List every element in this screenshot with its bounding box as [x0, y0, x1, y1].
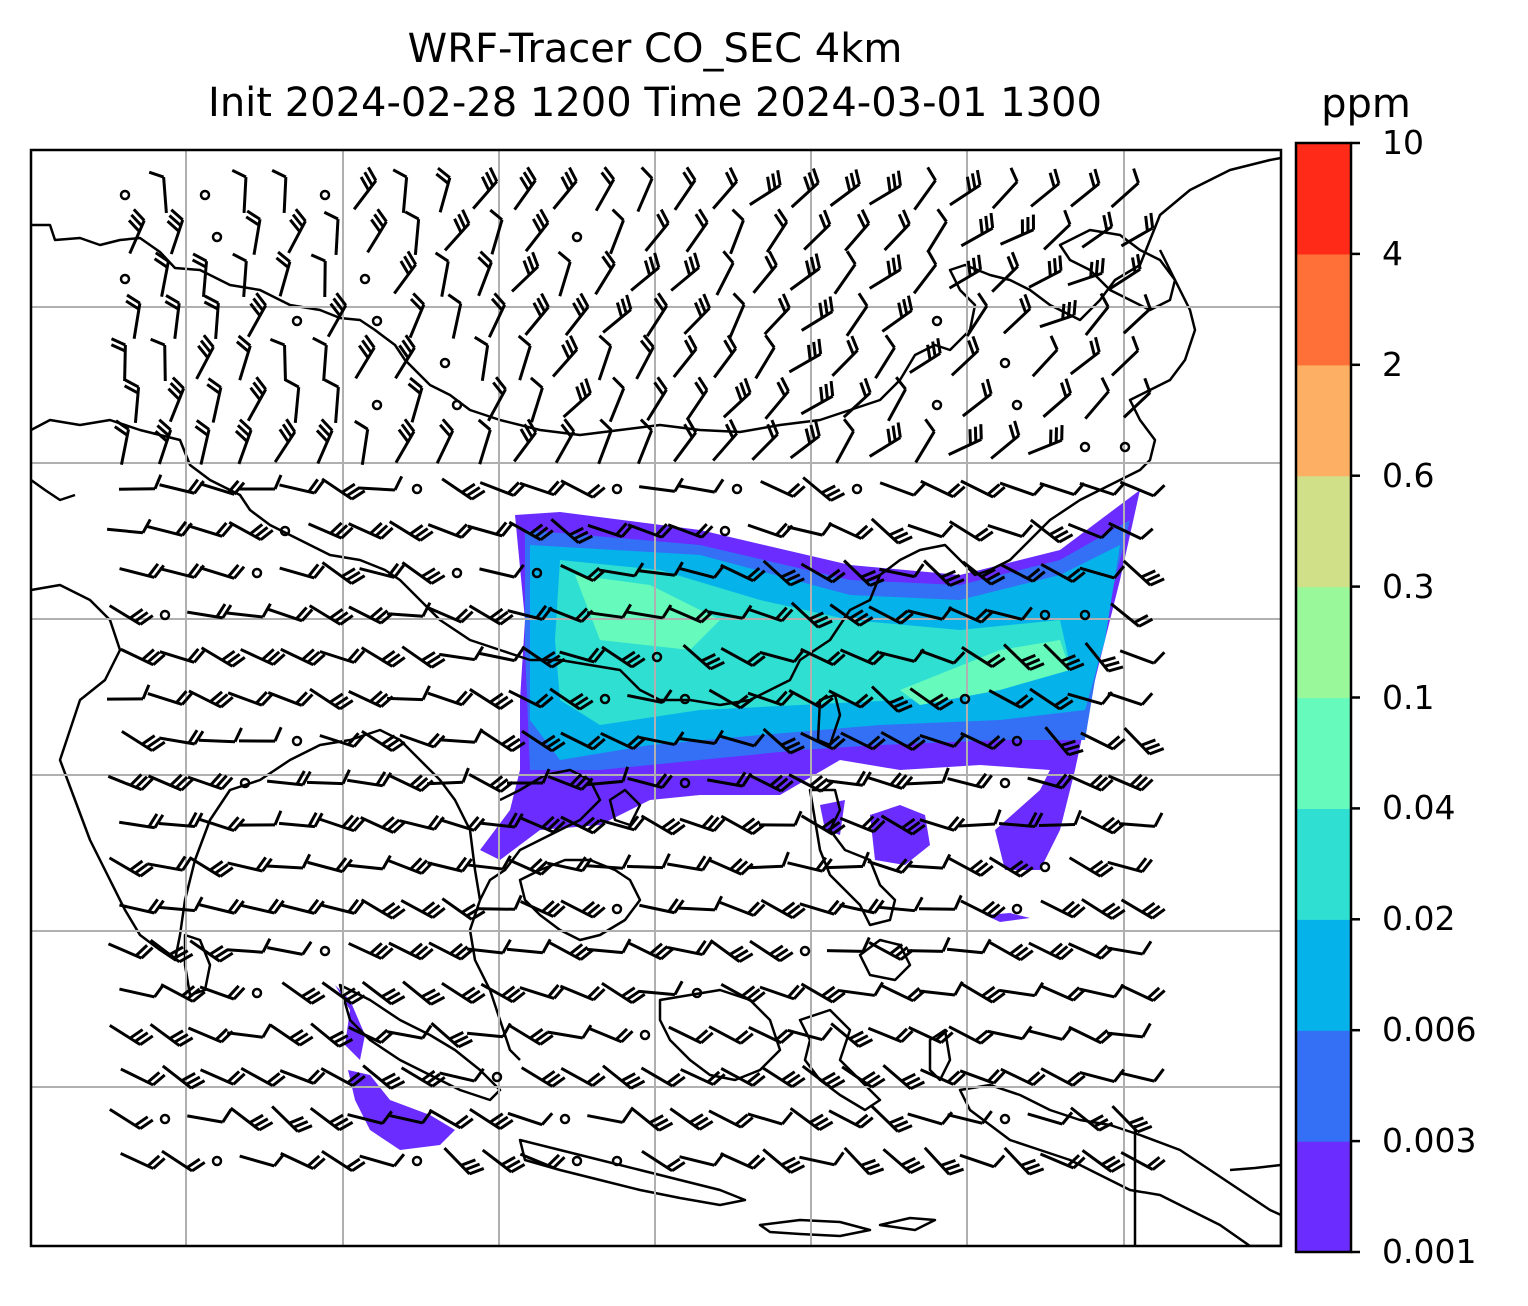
colorbar-unit: ppm	[1321, 81, 1411, 127]
wind-barbs	[106, 166, 1166, 1176]
colorbar-tick-label: 0.001	[1382, 1232, 1477, 1271]
colorbar-tick-label: 2	[1382, 344, 1403, 384]
map-title-line2: Init 2024-02-28 1200 Time 2024-03-01 130…	[208, 80, 1102, 126]
colorbar-tick-label: 0.04	[1382, 788, 1456, 828]
colorbar-tick-label: 0.1	[1382, 677, 1435, 717]
colorbar-tick-label: 0.3	[1382, 566, 1435, 606]
colorbar-tick-label: 0.6	[1382, 455, 1435, 495]
colorbar-tick-label: 0.02	[1382, 899, 1456, 939]
colorbar-tick-label: 0.006	[1382, 1010, 1477, 1050]
map-title: WRF-Tracer CO_SEC 4km Init 2024-02-28 12…	[30, 22, 1280, 130]
colorbar-tick-label: 4	[1382, 233, 1403, 273]
map-frame	[29, 148, 1283, 1248]
map-title-line1: WRF-Tracer CO_SEC 4km	[407, 26, 903, 72]
colorbar	[1294, 141, 1360, 1254]
colorbar-tick-label: 10	[1382, 123, 1424, 162]
colorbar-tick-label: 0.003	[1382, 1121, 1477, 1161]
map-gridlines	[31, 150, 1281, 1246]
